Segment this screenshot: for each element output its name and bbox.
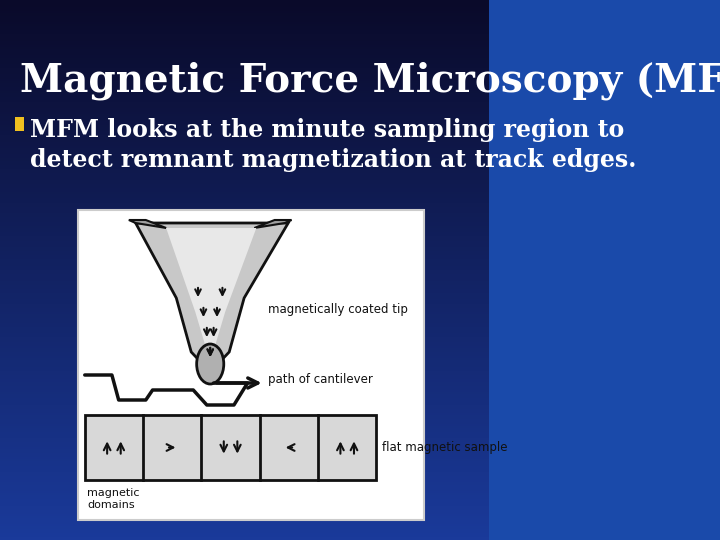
Polygon shape (135, 223, 288, 372)
Circle shape (197, 344, 224, 384)
Text: flat magnetic sample: flat magnetic sample (382, 441, 508, 454)
Polygon shape (254, 220, 292, 228)
Polygon shape (166, 228, 256, 362)
Text: Magnetic Force Microscopy (MFM): Magnetic Force Microscopy (MFM) (20, 62, 720, 100)
Text: magnetic
domains: magnetic domains (87, 488, 140, 510)
Polygon shape (129, 220, 166, 228)
FancyBboxPatch shape (85, 415, 377, 480)
Text: magnetically coated tip: magnetically coated tip (268, 303, 408, 316)
Text: detect remnant magnetization at track edges.: detect remnant magnetization at track ed… (30, 148, 636, 172)
Text: MFM looks at the minute sampling region to: MFM looks at the minute sampling region … (30, 118, 624, 142)
FancyBboxPatch shape (78, 210, 424, 520)
Text: path of cantilever: path of cantilever (268, 374, 373, 387)
FancyBboxPatch shape (15, 117, 24, 131)
